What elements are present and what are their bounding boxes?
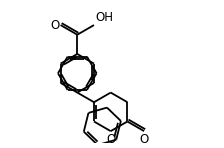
Text: O: O	[106, 133, 115, 146]
Text: OH: OH	[95, 11, 113, 24]
Text: O: O	[140, 133, 149, 146]
Text: O: O	[50, 18, 60, 32]
